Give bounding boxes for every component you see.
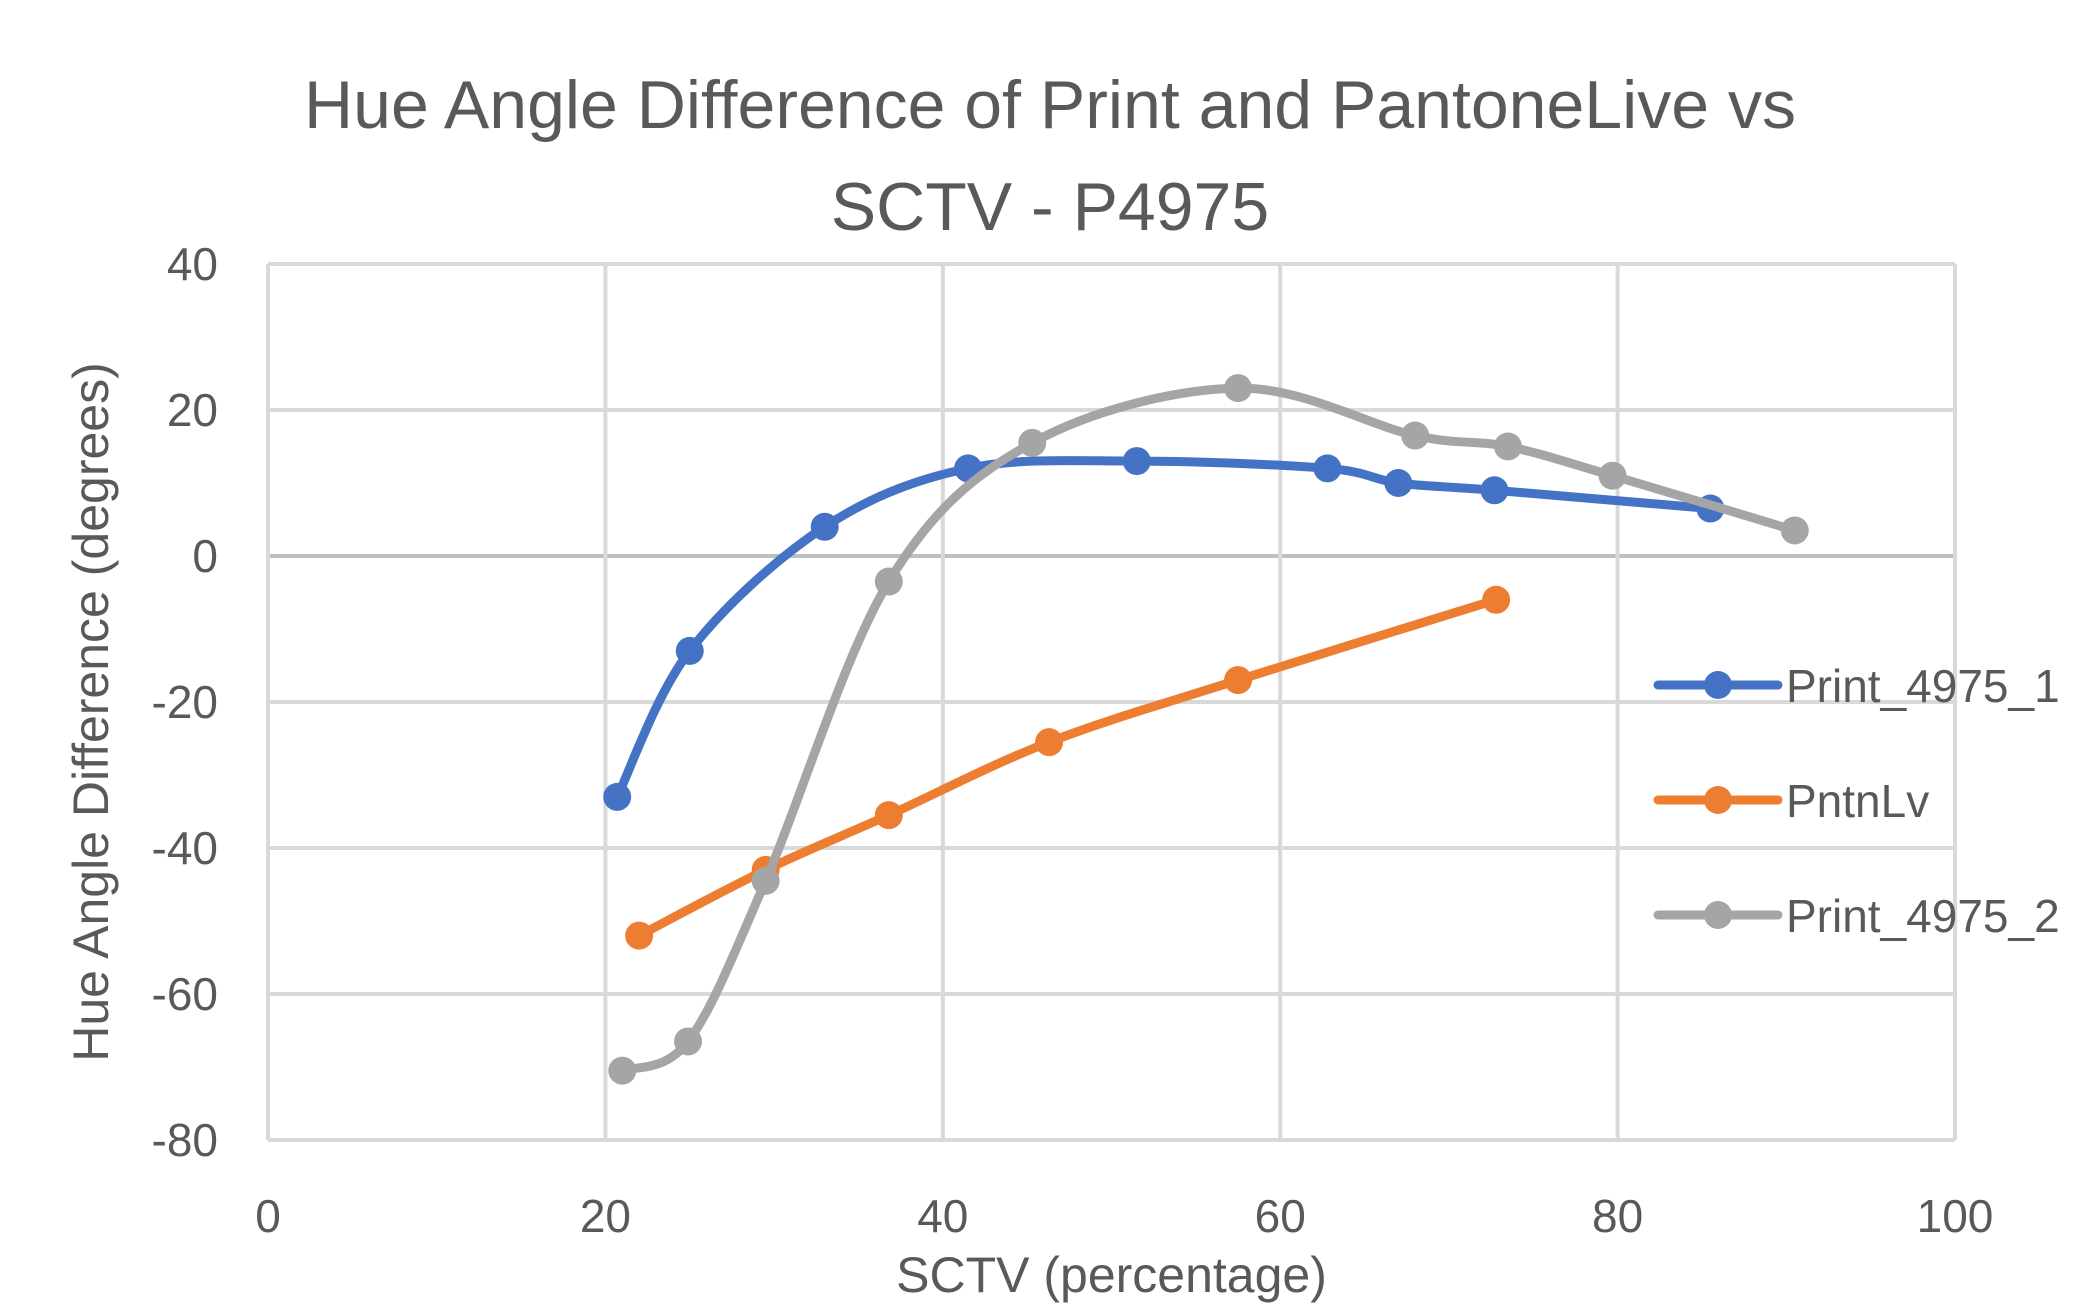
x-axis-label: SCTV (percentage) (896, 1247, 1327, 1303)
y-tick-label: -60 (152, 968, 218, 1020)
data-point (674, 1027, 703, 1056)
data-point (625, 921, 654, 950)
series-line (612, 456, 1715, 802)
data-point (608, 1056, 637, 1085)
y-tick-label: 20 (167, 384, 218, 436)
series-line (617, 383, 1800, 1076)
series (603, 374, 1809, 1085)
legend-label: PntnLv (1786, 775, 1929, 827)
x-tick-label: 40 (917, 1190, 968, 1242)
title-line: SCTV - P4975 (831, 169, 1269, 245)
x-tick-label: 100 (1917, 1190, 1994, 1242)
data-point (1480, 476, 1509, 505)
legend-item: Print_4975_1 (1653, 660, 2060, 712)
data-point (874, 567, 903, 596)
legend-item: PntnLv (1653, 775, 1929, 827)
y-tick-label: -80 (152, 1114, 218, 1166)
title-line: Hue Angle Difference of Print and Panton… (304, 67, 1796, 143)
data-point (1313, 454, 1342, 483)
data-point (1780, 516, 1809, 545)
data-point (1493, 432, 1522, 461)
data-point (1122, 447, 1151, 476)
grid (266, 262, 1957, 1142)
data-point (1482, 585, 1511, 614)
y-tick-label: 40 (167, 238, 218, 290)
data-point (1035, 728, 1064, 757)
y-tick-label: 0 (192, 530, 218, 582)
data-point (1598, 461, 1627, 490)
data-point (675, 636, 704, 665)
data-point (874, 801, 903, 830)
data-point (810, 512, 839, 541)
legend-item: Print_4975_2 (1653, 890, 2060, 942)
data-point (1224, 666, 1253, 695)
legend-label: Print_4975_2 (1786, 890, 2060, 942)
x-tick-label: 80 (1592, 1190, 1643, 1242)
chart-title: Hue Angle Difference of Print and Panton… (304, 67, 1796, 245)
legend-marker (1704, 901, 1732, 929)
series-Print_4975_2 (608, 374, 1809, 1085)
legend: Print_4975_1 PntnLv Print_4975_2 (1653, 660, 2060, 942)
data-point (603, 782, 632, 811)
y-axis-ticks: 40 20 0 -20 -40 -60 -80 (152, 238, 218, 1166)
y-axis-label: Hue Angle Difference (degrees) (63, 362, 119, 1062)
data-point (1224, 374, 1253, 403)
data-point (1018, 428, 1047, 457)
y-tick-label: -20 (152, 676, 218, 728)
legend-marker (1704, 786, 1732, 814)
x-tick-label: 20 (580, 1190, 631, 1242)
legend-marker (1704, 671, 1732, 699)
x-tick-label: 60 (1255, 1190, 1306, 1242)
legend-label: Print_4975_1 (1786, 660, 2060, 712)
x-tick-label: 0 (255, 1190, 281, 1242)
x-axis-ticks: 0 20 40 60 80 100 (255, 1190, 1993, 1242)
y-tick-label: -40 (152, 822, 218, 874)
data-point (1384, 469, 1413, 497)
data-point (1401, 421, 1430, 450)
data-point (751, 866, 780, 895)
series-Print_4975_1 (603, 447, 1725, 811)
